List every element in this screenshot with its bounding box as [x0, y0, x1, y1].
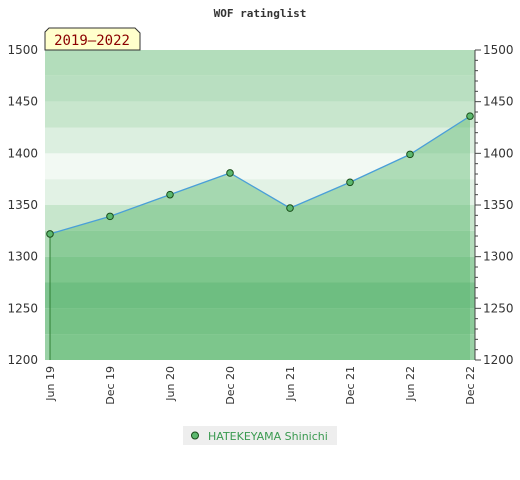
- background-band: [45, 75, 475, 102]
- data-markers: [46, 112, 474, 238]
- y-tick-label-left: 1350: [7, 198, 38, 212]
- y-tick-label-right: 1500: [483, 43, 514, 57]
- x-ticks: Jun 19 Dec 19 Jun 20 Dec 20 Jun 21 Dec 21 Jun …: [44, 366, 477, 405]
- background-bands: [45, 50, 475, 360]
- y-tick-label-left: 1500: [7, 43, 38, 57]
- background-band: [45, 205, 475, 231]
- x-tick-label: Jun 21: [284, 366, 297, 402]
- legend-series-name: HATEKEYAMA Shinichi: [208, 430, 328, 443]
- y-ticks-left: 1200 1250 1300 1350 1400 1450 1500: [7, 43, 38, 367]
- data-point: [466, 112, 474, 120]
- y-tick-label-right: 1400: [483, 146, 514, 160]
- period-badge: 2019–2022: [44, 27, 141, 51]
- data-point: [166, 190, 174, 199]
- y-tick-label-right: 1350: [483, 198, 514, 212]
- y-ticks-right: 1200 1250 1300 1350 1400 1450 1500: [475, 43, 514, 367]
- data-point: [286, 204, 294, 212]
- background-band: [45, 308, 475, 335]
- background-band: [45, 127, 475, 154]
- data-point: [346, 178, 354, 187]
- background-band: [45, 230, 475, 257]
- background-band: [45, 334, 475, 360]
- chart-title: WOF ratinglist: [214, 7, 307, 20]
- x-tick-label: Dec 19: [104, 366, 117, 405]
- y-tick-label-left: 1400: [7, 146, 38, 160]
- period-badge-label: 2019–2022: [54, 33, 130, 49]
- series-line: [49, 115, 471, 235]
- x-tick-label: Dec 20: [224, 366, 237, 405]
- x-tick-label: Dec 22: [464, 366, 477, 405]
- y-tick-label-left: 1250: [7, 301, 38, 315]
- data-point: [226, 169, 234, 177]
- y-tick-label-left: 1300: [7, 250, 38, 264]
- x-tick-label: Jun 22: [404, 366, 417, 402]
- data-point: [406, 150, 414, 159]
- x-tick-label: Jun 20: [164, 366, 177, 402]
- y-tick-label-right: 1300: [483, 250, 514, 264]
- y-tick-label-right: 1250: [483, 301, 514, 315]
- data-point: [106, 212, 114, 221]
- y-tick-label-right: 1200: [483, 353, 514, 367]
- legend-box: [183, 426, 337, 445]
- x-tick-label: Jun 19: [44, 366, 57, 402]
- period-badge-box: [44, 27, 141, 51]
- background-band: [45, 179, 475, 205]
- background-band: [45, 101, 475, 128]
- background-band: [45, 50, 475, 76]
- series-area: [50, 116, 470, 360]
- legend-marker-icon: [191, 431, 199, 440]
- data-point: [46, 230, 54, 238]
- y-tick-label-left: 1450: [7, 95, 38, 109]
- y-tick-label-left: 1200: [7, 353, 38, 367]
- x-tick-label: Dec 21: [344, 366, 357, 405]
- legend[interactable]: HATEKEYAMA Shinichi: [183, 426, 337, 445]
- background-band: [45, 256, 475, 283]
- y-tick-label-right: 1450: [483, 95, 514, 109]
- background-band: [45, 282, 475, 309]
- area-layer: [49, 115, 471, 360]
